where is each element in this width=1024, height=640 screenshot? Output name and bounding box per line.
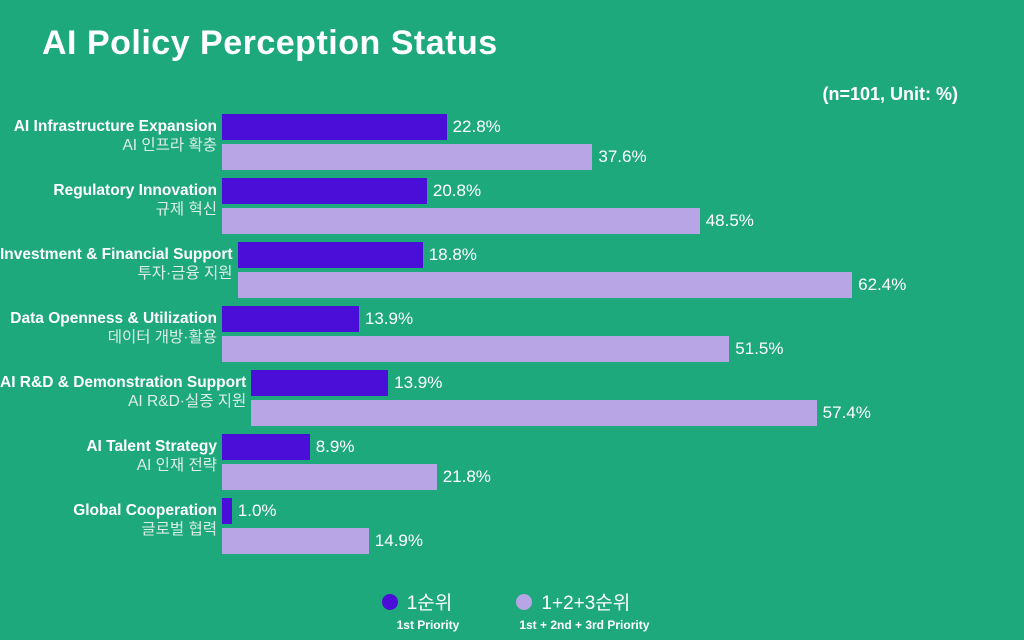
legend-swatch-first-priority-icon: [381, 593, 398, 610]
legend-item-cumulative: 1+2+3순위 1st + 2nd + 3rd Priority: [497, 588, 649, 632]
category-label-en: AI R&D & Demonstration Support: [0, 374, 247, 391]
bar-value-label: 20.8%: [432, 181, 482, 200]
page-title: AI Policy Perception Status: [42, 24, 498, 62]
bar-first-priority: [222, 306, 359, 332]
bar-first-priority: [222, 114, 447, 140]
bar-first-priority: [222, 434, 310, 460]
category-label: Data Openness & Utilization 데이터 개방·활용: [0, 306, 222, 348]
bar-cumulative: [222, 464, 437, 490]
bar-first-priority: [237, 242, 423, 268]
bar-cumulative: [222, 528, 369, 554]
bar-cumulative: [222, 144, 593, 170]
category-label: AI Talent Strategy AI 인재 전략: [0, 434, 222, 476]
bar-value-label: 14.9%: [374, 531, 423, 550]
bar-chart: AI Infrastructure Expansion AI 인프라 확충 22…: [0, 114, 1024, 562]
legend-label-cumulative-ko: 1+2+3순위: [541, 593, 631, 614]
chart-row: AI Infrastructure Expansion AI 인프라 확충 22…: [0, 114, 1024, 171]
category-label-ko: AI 인프라 확충: [122, 137, 217, 155]
bar-first-priority: [222, 498, 232, 524]
bar-cumulative: [237, 272, 853, 298]
legend-item-first-priority: 1순위 1st Priority: [375, 588, 460, 632]
legend-label-cumulative-en: 1st + 2nd + 3rd Priority: [519, 618, 650, 632]
legend-label-first-ko: 1순위: [406, 593, 453, 614]
chart-row: Data Openness & Utilization 데이터 개방·활용 13…: [0, 306, 1024, 363]
bar-value-label: 48.5%: [705, 211, 754, 230]
bar-value-label: 51.5%: [735, 339, 784, 358]
category-label-en: Data Openness & Utilization: [10, 310, 217, 327]
chart-row: AI Talent Strategy AI 인재 전략 8.9% 21.8%: [0, 434, 1024, 491]
category-label-en: Investment & Financial Support: [0, 246, 233, 263]
category-label-ko: 글로벌 협력: [141, 521, 217, 539]
category-label-ko: 데이터 개방·활용: [107, 329, 217, 347]
category-label: AI Infrastructure Expansion AI 인프라 확충: [0, 114, 222, 156]
bar-value-label: 8.9%: [315, 437, 355, 456]
category-label-en: AI Talent Strategy: [86, 438, 217, 455]
category-label-ko: AI R&D·실증 지원: [128, 393, 247, 411]
chart-row: Investment & Financial Support 투자·금융 지원 …: [0, 242, 1024, 299]
bar-cumulative: [222, 208, 700, 234]
category-label: Global Cooperation 글로벌 협력: [0, 498, 222, 540]
bar-first-priority: [222, 178, 427, 204]
bar-value-label: 1.0%: [237, 501, 277, 520]
bar-first-priority: [251, 370, 389, 396]
bar-value-label: 21.8%: [442, 467, 491, 486]
category-label-en: AI Infrastructure Expansion: [13, 118, 217, 135]
bar-value-label: 22.8%: [452, 117, 501, 136]
legend-label-first-en: 1st Priority: [396, 618, 460, 632]
chart-row: Global Cooperation 글로벌 협력 1.0% 14.9%: [0, 498, 1024, 555]
bar-value-label: 18.8%: [428, 245, 477, 264]
category-label-ko: AI 인재 전략: [136, 457, 217, 475]
bar-value-label: 13.9%: [394, 373, 443, 392]
category-label-ko: 투자·금융 지원: [137, 265, 233, 283]
bar-value-label: 57.4%: [822, 403, 871, 422]
chart-row: Regulatory Innovation 규제 혁신 20.8% 48.5%: [0, 178, 1024, 235]
category-label-ko: 규제 혁신: [155, 201, 217, 219]
legend: 1순위 1st Priority 1+2+3순위 1st + 2nd + 3rd…: [0, 588, 1024, 632]
category-label: AI R&D & Demonstration Support AI R&D·실증…: [0, 370, 251, 412]
category-label: Regulatory Innovation 규제 혁신: [0, 178, 222, 220]
bar-value-label: 62.4%: [858, 275, 907, 294]
bar-cumulative: [251, 400, 817, 426]
bar-cumulative: [222, 336, 730, 362]
category-label-en: Global Cooperation: [73, 502, 217, 519]
legend-swatch-cumulative-icon: [516, 593, 533, 610]
category-label: Investment & Financial Support 투자·금융 지원: [0, 242, 238, 284]
bar-value-label: 13.9%: [364, 309, 414, 328]
bar-value-label: 37.6%: [598, 147, 647, 166]
sample-size-note: (n=101, Unit: %): [822, 84, 958, 104]
chart-row: AI R&D & Demonstration Support AI R&D·실증…: [0, 370, 1024, 427]
category-label-en: Regulatory Innovation: [53, 182, 217, 199]
